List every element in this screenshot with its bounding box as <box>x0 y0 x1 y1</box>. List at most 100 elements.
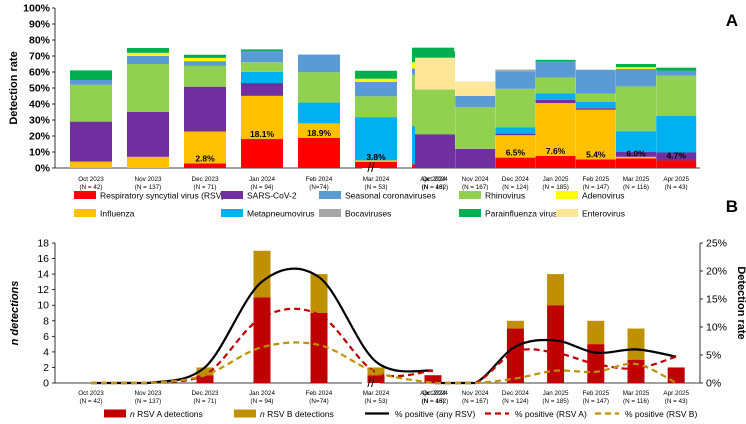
a-x-tick-label: Jan 2025 <box>543 176 569 183</box>
a-x-tick-label: Dec 2023 <box>192 176 219 183</box>
b-x-tick-label: Nov 2024 <box>462 390 489 397</box>
a-x-tick-n: (N = 185) <box>542 184 568 191</box>
b-axis-break: // <box>367 375 375 390</box>
a-bar-segment <box>656 70 697 76</box>
a-bar-segment <box>127 52 169 56</box>
a-bar-segment <box>656 75 697 116</box>
a-x-tick-label: Apr 2025 <box>663 176 689 183</box>
b-x-tick-label: Nov 2023 <box>135 390 162 397</box>
a-bar-value-label: 3.8% <box>366 152 386 162</box>
a-axis-break: // <box>367 160 375 175</box>
a-legend-swatch <box>459 191 481 199</box>
a-legend-label: Influenza <box>100 209 135 219</box>
b-x-tick-n: (N = 167) <box>462 398 488 405</box>
a-bar-segment <box>575 108 616 110</box>
a-x-tick-label: Mar 2024 <box>363 176 390 183</box>
a-bar-segment <box>184 65 226 87</box>
b-x-tick-label: Dec 2024 <box>502 390 529 397</box>
a-y-tick-label: 100% <box>23 3 51 15</box>
b-legend-swatch <box>104 409 126 418</box>
a-bar-segment <box>355 70 397 79</box>
b-x-tick-label: Oct 2024 <box>422 390 448 397</box>
a-bar-segment <box>616 152 656 157</box>
b-legend-text: % positive (RSV B) <box>625 409 697 419</box>
b-bar-segment <box>506 328 524 383</box>
a-bar-segment <box>184 54 226 58</box>
a-legend-label: Parainfluenza viruses <box>485 209 566 219</box>
a-bar-segment <box>241 83 283 96</box>
a-legend-swatch <box>556 209 578 217</box>
b-legend-text: RSV B detections <box>265 409 334 419</box>
a-bar-segment <box>415 57 455 90</box>
b-bar-segment <box>310 274 328 313</box>
a-bar-value-label: 4.7% <box>667 150 687 160</box>
a-bar-segment <box>616 64 656 68</box>
b-line-rsv-b <box>435 362 677 385</box>
a-bar-segment <box>575 101 616 109</box>
a-panel-label: A <box>726 11 738 30</box>
a-bar-segment <box>495 69 536 72</box>
a-x-tick-label: Jan 2024 <box>249 176 275 183</box>
a-bar-segment <box>184 163 226 168</box>
b-bar-segment <box>627 359 645 383</box>
b-x-tick-n: (N = 124) <box>502 398 528 405</box>
a-legend-swatch <box>459 209 481 217</box>
a-bar-segment <box>127 156 169 168</box>
a-x-tick-n: (N = 94) <box>251 184 274 191</box>
a-x-tick-n: (N=74) <box>309 184 328 191</box>
a-bar-segment <box>127 56 169 64</box>
a-bar-value-label: 5.4% <box>586 149 606 159</box>
a-bar-segment <box>355 81 397 97</box>
b-x-tick-n: (N = 132) <box>422 398 448 405</box>
a-bar-segment <box>241 62 283 72</box>
b-legend-label: % positive (RSV A) <box>515 409 587 419</box>
a-legend-label: Respiratory syncytial virus (RSV) <box>100 191 224 201</box>
b-x-tick-n: (N = 116) <box>623 398 649 405</box>
b-x-tick-n: (N = 185) <box>542 398 568 405</box>
b-y-right-tick-label: 15% <box>706 294 727 306</box>
a-x-tick-label: Nov 2023 <box>135 176 162 183</box>
a-bar-segment <box>616 158 656 168</box>
b-legend-label: % positive (any RSV) <box>395 409 475 419</box>
a-bar-segment <box>656 67 697 71</box>
a-x-tick-n: (N = 71) <box>194 184 217 191</box>
b-panel-label: B <box>726 197 738 216</box>
a-bar-value-label: 6.5% <box>506 148 526 158</box>
b-legend-label: n RSV A detections <box>130 409 203 419</box>
a-legend-swatch <box>319 209 341 217</box>
a-bar-segment <box>495 127 536 134</box>
b-legend-prefix: n <box>260 409 265 419</box>
a-legend-label: Bocaviruses <box>345 209 391 219</box>
a-x-tick-n: (N = 124) <box>502 184 528 191</box>
a-bar-segment <box>616 156 656 159</box>
a-bar-segment <box>495 157 536 168</box>
a-x-tick-label: Mar 2025 <box>623 176 650 183</box>
a-x-tick-n: (N = 116) <box>623 184 649 191</box>
a-legend-label: Seasonal coronaviruses <box>345 191 436 201</box>
b-bar-segment <box>587 320 605 345</box>
a-bar-segment <box>535 103 576 156</box>
a-bar-segment <box>127 64 169 112</box>
a-bar-segment <box>184 86 226 132</box>
a-bar-segment <box>298 54 340 73</box>
a-bar-segment <box>241 71 283 84</box>
b-bar-segment <box>547 305 565 383</box>
b-x-tick-label: Dec 2023 <box>192 390 219 397</box>
a-bar-value-label: 6.0% <box>626 148 646 158</box>
b-y-right-tick-label: 20% <box>706 266 727 278</box>
a-bar-segment <box>127 48 169 53</box>
b-x-tick-n: (N=74) <box>309 398 328 405</box>
a-legend-label: Metapneumovirus <box>247 209 315 219</box>
a-bar-segment <box>535 99 576 104</box>
b-x-tick-n: (N = 147) <box>583 398 609 405</box>
a-x-tick-n: (N = 42) <box>80 184 103 191</box>
b-y-left-title: n detections <box>9 281 21 346</box>
b-legend-prefix: n <box>130 409 135 419</box>
a-bar-segment <box>355 117 397 161</box>
b-y-right-tick-label: 0% <box>706 378 721 390</box>
b-bar-segment <box>367 367 385 376</box>
b-x-tick-label: Feb 2025 <box>582 390 609 397</box>
b-y-right-tick-label: 10% <box>706 322 727 334</box>
a-bar-segment <box>495 135 536 158</box>
b-legend-text: RSV A detections <box>135 409 203 419</box>
